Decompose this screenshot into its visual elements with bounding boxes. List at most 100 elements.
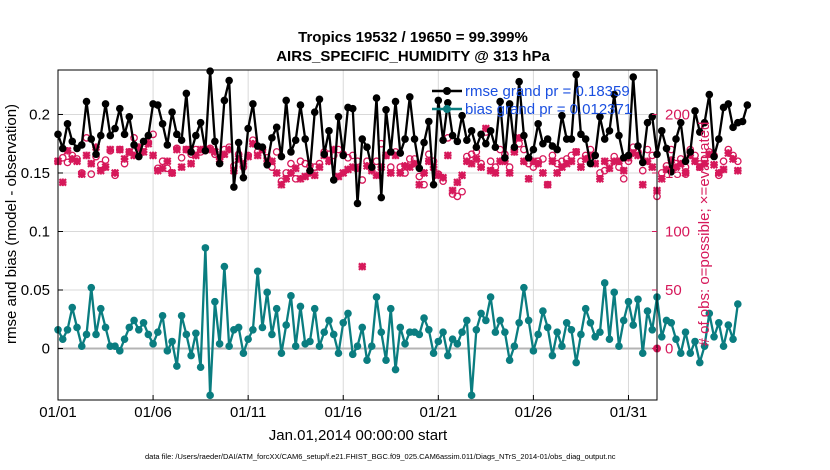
obs-evaluated-glyph xyxy=(510,147,519,156)
bias-point xyxy=(619,316,628,325)
obs-evaluated-marker xyxy=(372,171,381,180)
obs-evaluated-marker xyxy=(348,163,357,172)
rmse-point xyxy=(386,148,395,156)
rmse-point xyxy=(724,100,733,108)
bias-point xyxy=(325,316,333,325)
rmse-point xyxy=(96,131,105,140)
obs-evaluated-marker xyxy=(158,164,167,173)
obs-evaluated-glyph xyxy=(538,168,547,178)
rmse-point xyxy=(320,150,329,159)
rmse-point xyxy=(448,131,457,140)
rmse-point xyxy=(225,76,233,85)
obs-evaluated-glyph xyxy=(400,161,410,171)
obs-evaluated-marker xyxy=(234,154,243,164)
bias-point xyxy=(638,349,647,357)
obs-evaluated-marker xyxy=(334,172,343,181)
bias-point xyxy=(634,295,642,304)
obs-evaluated-glyph xyxy=(553,168,562,178)
obs-evaluated-marker xyxy=(381,151,391,160)
rmse-point xyxy=(743,101,752,109)
obs-evaluated-glyph xyxy=(648,163,657,172)
obs-evaluated-marker xyxy=(110,168,120,178)
obs-evaluated-glyph xyxy=(496,157,505,166)
bias-point xyxy=(158,311,167,320)
y-right-tick-label: 150 xyxy=(665,165,690,182)
obs-evaluated-glyph xyxy=(91,143,101,152)
rmse-point xyxy=(272,123,281,132)
obs-evaluated-marker xyxy=(724,149,733,158)
obs-count-markers xyxy=(53,124,742,353)
obs-evaluated-glyph xyxy=(591,159,600,168)
y-left-tick-label: 0 xyxy=(42,341,50,358)
rmse-point xyxy=(515,77,523,86)
obs-evaluated-marker xyxy=(339,168,348,178)
rmse-point xyxy=(282,96,290,105)
obs-evaluated-glyph xyxy=(448,186,457,195)
footnote: data file: /Users/raeder/DAI/ATM_forcXX/… xyxy=(145,452,616,461)
obs-evaluated-marker xyxy=(220,150,229,159)
obs-evaluated-glyph xyxy=(339,168,348,178)
obs-evaluated-marker xyxy=(614,157,624,166)
rmse-point xyxy=(263,160,271,169)
obs-evaluated-glyph xyxy=(515,133,524,142)
obs-evaluated-glyph xyxy=(714,168,723,178)
obs-evaluated-glyph xyxy=(462,157,471,166)
rmse-point xyxy=(382,105,390,114)
bias-point xyxy=(73,323,81,332)
obs-possible-marker xyxy=(415,172,424,181)
obs-evaluated-marker xyxy=(581,154,590,164)
obs-evaluated-glyph xyxy=(671,163,681,172)
y-axis-left-label: rmse and bias (model - observation) xyxy=(3,104,20,344)
rmse-point xyxy=(610,90,619,99)
obs-evaluated-glyph xyxy=(353,164,362,173)
rmse-point xyxy=(101,100,110,108)
obs-evaluated-glyph xyxy=(239,159,248,168)
obs-possible-marker xyxy=(87,170,96,178)
bias-point xyxy=(496,316,504,325)
rmse-point xyxy=(505,100,514,108)
bias-point xyxy=(567,325,576,334)
bias-point xyxy=(724,321,733,329)
obs-evaluated-glyph xyxy=(125,147,134,156)
bias-point xyxy=(396,323,405,332)
rmse-point xyxy=(158,120,167,128)
obs-evaluated-glyph xyxy=(110,168,120,178)
bias-point xyxy=(268,330,276,339)
bias-point xyxy=(710,333,718,341)
obs-evaluated-marker xyxy=(272,168,281,178)
obs-evaluated-marker xyxy=(496,157,505,166)
obs-evaluated-marker xyxy=(714,168,723,178)
rmse-point xyxy=(196,118,205,127)
rmse-point xyxy=(358,135,367,143)
rmse-point xyxy=(315,95,324,104)
rmse-point xyxy=(553,145,561,154)
obs-evaluated-marker xyxy=(210,147,219,156)
rmse-point xyxy=(425,117,433,126)
bias-point xyxy=(139,318,148,327)
obs-evaluated-glyph xyxy=(548,157,557,166)
rmse-point xyxy=(116,104,124,113)
obs-evaluated-glyph xyxy=(519,157,528,166)
bias-point xyxy=(96,304,105,313)
grid-lines xyxy=(57,70,657,400)
obs-evaluated-glyph xyxy=(733,166,742,175)
bias-point xyxy=(482,316,490,325)
rmse-point xyxy=(486,127,495,135)
obs-evaluated-marker xyxy=(462,157,471,166)
obs-evaluated-marker xyxy=(728,154,738,164)
rmse-point xyxy=(291,136,300,145)
rmse-point xyxy=(168,108,176,116)
bias-point xyxy=(244,335,252,343)
rmse-point xyxy=(524,153,533,162)
rmse-point xyxy=(372,94,381,102)
rmse-point xyxy=(615,131,623,140)
obs-evaluated-marker xyxy=(153,166,162,175)
rmse-point xyxy=(130,141,138,149)
rmse-point xyxy=(339,151,348,160)
rmse-point xyxy=(258,143,267,152)
rmse-point xyxy=(396,149,405,157)
y-axis-right-label: # of obs: o=possible; ×=evaluated xyxy=(696,122,713,347)
obs-evaluated-marker xyxy=(315,163,324,172)
obs-evaluated-glyph xyxy=(724,149,733,158)
bias-point xyxy=(596,328,604,336)
